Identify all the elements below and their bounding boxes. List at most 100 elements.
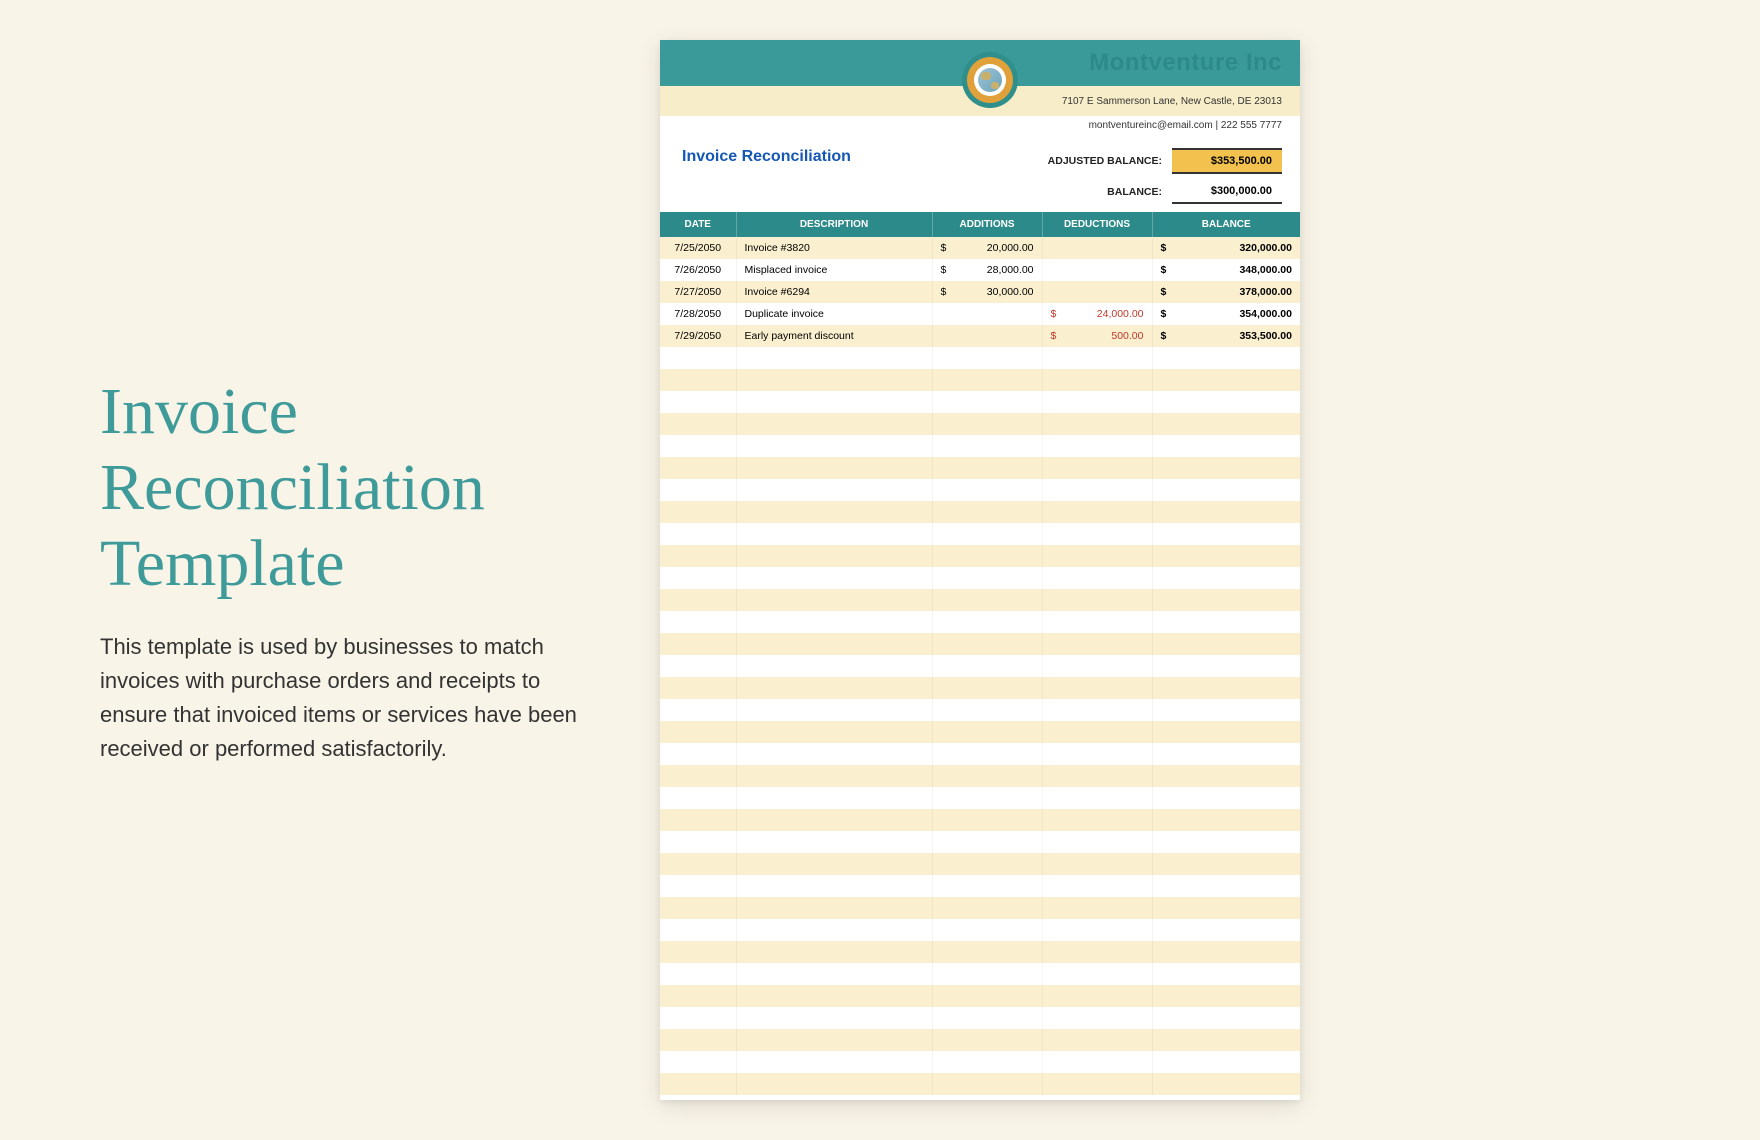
table-cell (1042, 963, 1152, 985)
table-cell: $353,500.00 (1152, 325, 1300, 347)
table-cell (1042, 765, 1152, 787)
table-cell (1042, 809, 1152, 831)
table-row-empty (660, 721, 1300, 743)
table-cell (660, 941, 736, 963)
table-cell (932, 941, 1042, 963)
table-cell (932, 347, 1042, 369)
table-cell (660, 985, 736, 1007)
table-cell (1152, 941, 1300, 963)
table-cell (932, 919, 1042, 941)
document-title: Invoice Reconciliation (682, 148, 851, 166)
table-row-empty (660, 347, 1300, 369)
table-cell (932, 985, 1042, 1007)
table-cell (932, 699, 1042, 721)
table-cell (1152, 567, 1300, 589)
table-cell (1042, 523, 1152, 545)
cell-description: Invoice #3820 (736, 237, 932, 259)
table-row-empty (660, 1029, 1300, 1051)
table-cell: $24,000.00 (1042, 303, 1152, 325)
table-cell (660, 479, 736, 501)
col-description: DESCRIPTION (736, 212, 932, 237)
table-cell (736, 523, 932, 545)
table-cell (736, 567, 932, 589)
table-cell (736, 1029, 932, 1051)
table-cell (736, 479, 932, 501)
table-cell (932, 743, 1042, 765)
table-cell (1042, 1029, 1152, 1051)
table-cell (736, 963, 932, 985)
table-cell (1042, 391, 1152, 413)
table-cell (1042, 633, 1152, 655)
table-cell (932, 1073, 1042, 1095)
table-row-empty (660, 589, 1300, 611)
table-cell (1042, 655, 1152, 677)
table-row: 7/29/2050Early payment discount$500.00$3… (660, 325, 1300, 347)
table-row-empty (660, 699, 1300, 721)
table-row-empty (660, 545, 1300, 567)
table-row-empty (660, 435, 1300, 457)
cell-description: Misplaced invoice (736, 259, 932, 281)
table-cell (932, 875, 1042, 897)
table-cell (1152, 1051, 1300, 1073)
table-cell (1042, 1007, 1152, 1029)
table-cell (660, 963, 736, 985)
table-row-empty (660, 919, 1300, 941)
table-cell (736, 391, 932, 413)
table-row-empty (660, 457, 1300, 479)
table-cell (932, 809, 1042, 831)
company-address: 7107 E Sammerson Lane, New Castle, DE 23… (1062, 96, 1282, 107)
table-cell (1042, 589, 1152, 611)
col-additions: ADDITIONS (932, 212, 1042, 237)
table-row-empty (660, 875, 1300, 897)
table-cell (1152, 369, 1300, 391)
logo-inner (974, 64, 1006, 96)
table-cell (736, 589, 932, 611)
table-row-empty (660, 501, 1300, 523)
table-row: 7/28/2050Duplicate invoice$24,000.00$354… (660, 303, 1300, 325)
table-row-empty (660, 567, 1300, 589)
table-cell (660, 853, 736, 875)
table-cell (660, 501, 736, 523)
table-cell (736, 897, 932, 919)
table-cell (736, 633, 932, 655)
header-band-contact: montventureinc@email.com | 222 555 7777 (660, 116, 1300, 134)
balance-label: BALANCE: (1107, 186, 1162, 198)
table-cell (736, 875, 932, 897)
table-row-empty (660, 369, 1300, 391)
table-cell (932, 853, 1042, 875)
table-body: 7/25/2050Invoice #3820$20,000.00$320,000… (660, 237, 1300, 1095)
summary-section: Invoice Reconciliation ADJUSTED BALANCE:… (660, 134, 1300, 212)
table-cell (660, 897, 736, 919)
table-cell (1042, 831, 1152, 853)
table-row-empty (660, 1007, 1300, 1029)
table-cell (736, 501, 932, 523)
table-cell (660, 875, 736, 897)
cell-description: Invoice #6294 (736, 281, 932, 303)
template-title: Invoice Reconciliation Template (100, 374, 580, 602)
table-cell (932, 611, 1042, 633)
table-cell (1152, 413, 1300, 435)
table-cell (1042, 545, 1152, 567)
table-cell (660, 567, 736, 589)
table-cell (932, 1007, 1042, 1029)
table-cell (1042, 457, 1152, 479)
adjusted-balance-value: $353,500.00 (1172, 148, 1282, 174)
table-cell (1152, 479, 1300, 501)
template-description: This template is used by businesses to m… (100, 630, 580, 766)
table-cell (1042, 941, 1152, 963)
table-cell (736, 853, 932, 875)
table-cell (1042, 1051, 1152, 1073)
table-cell (736, 919, 932, 941)
cell-description: Duplicate invoice (736, 303, 932, 325)
table-row-empty (660, 479, 1300, 501)
table-cell (736, 435, 932, 457)
company-name: Montventure Inc (1089, 49, 1282, 77)
table-row-empty (660, 611, 1300, 633)
table-cell (660, 369, 736, 391)
table-cell (932, 787, 1042, 809)
table-row: 7/26/2050Misplaced invoice$28,000.00$348… (660, 259, 1300, 281)
table-row: 7/25/2050Invoice #3820$20,000.00$320,000… (660, 237, 1300, 259)
table-row-empty (660, 985, 1300, 1007)
table-row-empty (660, 743, 1300, 765)
cell-date: 7/29/2050 (660, 325, 736, 347)
